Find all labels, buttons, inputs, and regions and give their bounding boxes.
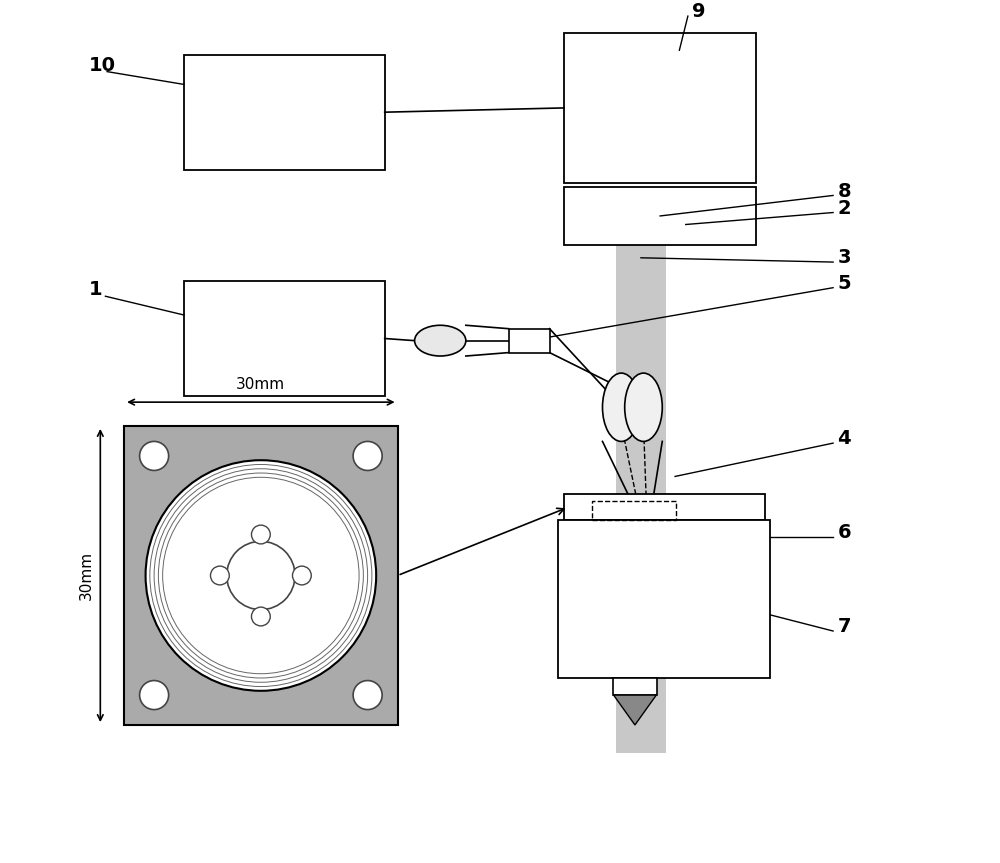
Bar: [124, 426, 398, 725]
Ellipse shape: [602, 373, 640, 441]
Circle shape: [353, 441, 382, 470]
Text: 4: 4: [837, 430, 851, 449]
Circle shape: [251, 525, 270, 544]
Bar: [616, 245, 666, 753]
Bar: [613, 678, 657, 695]
Text: 7: 7: [837, 617, 851, 636]
Circle shape: [140, 681, 169, 709]
Polygon shape: [614, 695, 656, 725]
Circle shape: [210, 566, 229, 585]
Bar: [564, 33, 756, 183]
Text: 5: 5: [837, 274, 851, 293]
Text: 30mm: 30mm: [236, 377, 285, 392]
Bar: [184, 280, 385, 396]
Text: 1: 1: [88, 280, 102, 299]
Bar: [564, 494, 765, 520]
Ellipse shape: [415, 325, 466, 356]
Circle shape: [146, 460, 376, 690]
Circle shape: [227, 541, 295, 609]
Bar: [592, 501, 676, 520]
Bar: [509, 329, 550, 353]
Bar: [558, 520, 770, 678]
Text: 6: 6: [837, 523, 851, 542]
Circle shape: [292, 566, 311, 585]
Text: 3: 3: [837, 249, 851, 268]
Text: 2: 2: [837, 198, 851, 217]
Circle shape: [140, 441, 169, 470]
Text: 30mm: 30mm: [78, 551, 93, 600]
Text: 10: 10: [88, 56, 115, 75]
Text: 9: 9: [692, 3, 706, 22]
Text: 8: 8: [837, 182, 851, 201]
Bar: [564, 187, 756, 245]
Ellipse shape: [625, 373, 662, 441]
Circle shape: [353, 681, 382, 709]
Circle shape: [251, 607, 270, 626]
Bar: [184, 54, 385, 170]
